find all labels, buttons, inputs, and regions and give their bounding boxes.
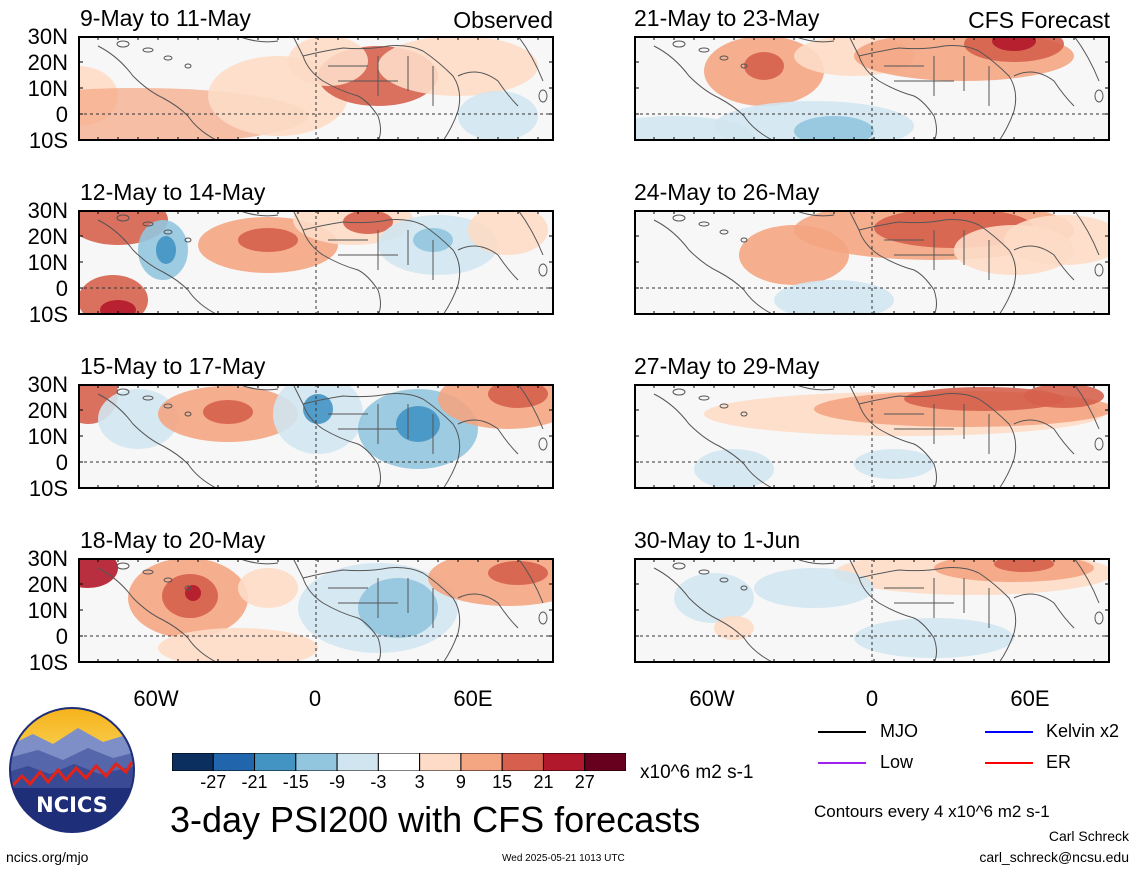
panel-title: 9-May to 11-May bbox=[80, 5, 251, 31]
colorbar-tick-label: -9 bbox=[329, 772, 346, 792]
colorbar-swatch bbox=[419, 752, 462, 772]
lat-label: 10N bbox=[27, 76, 68, 101]
map-panel bbox=[78, 384, 554, 489]
lon-label-60e: 60E bbox=[1010, 686, 1050, 711]
map-panel bbox=[78, 36, 554, 141]
lat-label: 10S bbox=[28, 650, 68, 675]
map-panel bbox=[634, 558, 1110, 663]
lat-label: 20N bbox=[27, 572, 68, 597]
colorbar-tick-label: 9 bbox=[455, 772, 466, 792]
lat-label: 0 bbox=[55, 102, 68, 127]
map-panel bbox=[634, 210, 1110, 315]
panel-title: 21-May to 23-May bbox=[634, 5, 820, 31]
colorbar-tick-label: -21 bbox=[241, 772, 268, 792]
lat-label: 0 bbox=[55, 276, 68, 301]
lat-label: 30N bbox=[27, 546, 68, 571]
colorbar-tick-label: 27 bbox=[574, 772, 595, 792]
panel-title: 24-May to 26-May bbox=[634, 179, 820, 205]
colorbar-swatch bbox=[584, 752, 627, 772]
lat-label: 10N bbox=[27, 424, 68, 449]
map-panel bbox=[78, 558, 554, 663]
lon-label-0: 0 bbox=[308, 686, 322, 711]
lat-label: 10N bbox=[27, 598, 68, 623]
legend-line-low bbox=[818, 762, 866, 764]
timestamp: Wed 2025-05-21 1013 UTC bbox=[502, 853, 625, 864]
lat-label: 0 bbox=[55, 624, 68, 649]
colorbar-swatch bbox=[171, 752, 214, 772]
lon-label-60e: 60E bbox=[453, 686, 493, 711]
legend-line-er bbox=[985, 762, 1033, 764]
ncics-logo: NCICS bbox=[8, 706, 136, 834]
map-panel bbox=[634, 384, 1110, 489]
lat-label: 20N bbox=[27, 224, 68, 249]
map-panel bbox=[634, 36, 1110, 141]
colorbar-units: x10^6 m2 s-1 bbox=[640, 762, 754, 783]
colorbar-swatch bbox=[460, 752, 503, 772]
legend-label-kelvin: Kelvin x2 bbox=[1046, 721, 1120, 741]
lon-label-60w: 60W bbox=[133, 686, 179, 711]
lat-label: 10S bbox=[28, 476, 68, 501]
lat-label: 20N bbox=[27, 50, 68, 75]
colorbar-swatch bbox=[212, 752, 256, 772]
site-url: ncics.org/mjo bbox=[6, 849, 89, 865]
panel-tag: CFS Forecast bbox=[968, 7, 1110, 33]
lat-label: 10S bbox=[28, 128, 68, 153]
colorbar-swatch bbox=[501, 752, 544, 772]
panel-title: 30-May to 1-Jun bbox=[634, 527, 801, 553]
legend-label-mjo: MJO bbox=[880, 721, 918, 741]
author-email: carl_schreck@ncsu.edu bbox=[979, 849, 1129, 865]
main-title: 3-day PSI200 with CFS forecasts bbox=[170, 799, 701, 840]
legend-label-er: ER bbox=[1046, 752, 1072, 772]
legend-label-low: Low bbox=[880, 752, 914, 772]
colorbar-swatch bbox=[377, 752, 421, 772]
legend-line-kelvin bbox=[985, 731, 1033, 733]
lon-label-60w: 60W bbox=[689, 686, 735, 711]
colorbar bbox=[171, 752, 627, 772]
colorbar-tick-label: -27 bbox=[200, 772, 227, 792]
panel-title: 12-May to 14-May bbox=[80, 179, 266, 205]
colorbar-tick-label: 15 bbox=[492, 772, 513, 792]
map-panel bbox=[78, 210, 554, 315]
lat-label: 30N bbox=[27, 198, 68, 223]
logo-text: NCICS bbox=[36, 793, 108, 817]
colorbar-tick-label: -3 bbox=[370, 772, 387, 792]
lon-label-0: 0 bbox=[865, 686, 879, 711]
colorbar-swatch bbox=[336, 752, 379, 772]
colorbar-tick-label: -15 bbox=[282, 772, 309, 792]
lat-label: 30N bbox=[27, 24, 68, 49]
lat-label: 30N bbox=[27, 372, 68, 397]
panel-title: 18-May to 20-May bbox=[80, 527, 266, 553]
legend-line-mjo bbox=[818, 731, 866, 733]
colorbar-tick-label: 21 bbox=[533, 772, 554, 792]
colorbar-swatch bbox=[542, 752, 586, 772]
contour-note: Contours every 4 x10^6 m2 s-1 bbox=[814, 802, 1050, 821]
author-name: Carl Schreck bbox=[1048, 828, 1129, 844]
lat-label: 10S bbox=[28, 302, 68, 327]
colorbar-swatch bbox=[295, 752, 338, 772]
colorbar-tick-label: 3 bbox=[414, 772, 425, 792]
panel-tag: Observed bbox=[453, 7, 553, 33]
colorbar-swatch bbox=[254, 752, 297, 772]
lat-label: 10N bbox=[27, 250, 68, 275]
panel-title: 15-May to 17-May bbox=[80, 353, 266, 379]
panel-title: 27-May to 29-May bbox=[634, 353, 820, 379]
lat-label: 0 bbox=[55, 450, 68, 475]
lat-label: 20N bbox=[27, 398, 68, 423]
